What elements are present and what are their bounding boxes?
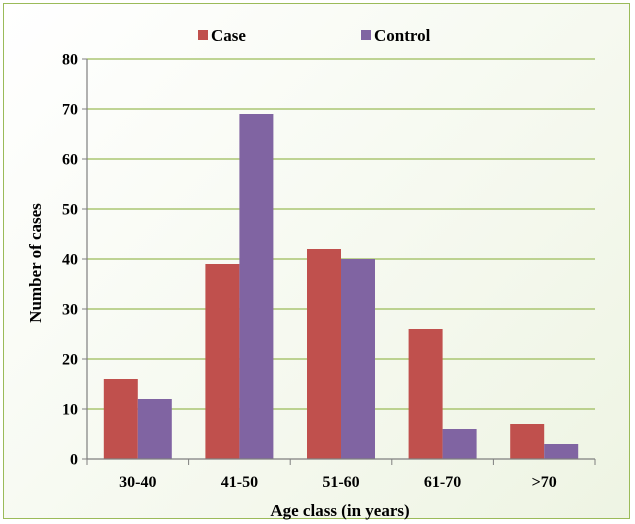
bar-case-4 [408, 329, 443, 459]
bar-control-2 [239, 114, 274, 459]
y-tick-label: 70 [62, 102, 78, 119]
tick-labels: 0 10 20 30 40 50 60 70 80 30-40 41-50 51-60 61-70 >70 [62, 52, 557, 492]
bar-control-3 [341, 259, 375, 459]
y-tick-label: 40 [62, 252, 78, 269]
y-tick-label: 50 [62, 202, 78, 219]
bars [103, 114, 579, 459]
x-tick-label: 30-40 [119, 474, 156, 491]
x-tick-label: 41-50 [221, 474, 258, 491]
bar-control-4 [442, 429, 477, 459]
bar-case-2 [205, 264, 240, 459]
y-tick-label: 20 [62, 352, 78, 369]
bar-control-1 [137, 399, 172, 459]
y-tick-label: 80 [62, 52, 78, 69]
bar-case-1 [103, 379, 138, 459]
y-tick-label: 30 [62, 302, 78, 319]
bar-case-3 [307, 249, 341, 459]
legend-swatch-case [198, 30, 208, 40]
x-axis-title: Age class (in years) [270, 501, 409, 520]
bar-case-5 [510, 424, 545, 459]
legend-swatch-control [361, 30, 371, 40]
y-tick-label: 0 [70, 452, 78, 469]
x-tick-label: 61-70 [424, 474, 461, 491]
legend: Case Control [198, 26, 431, 45]
legend-label-case: Case [211, 26, 246, 45]
y-tick-label: 10 [62, 402, 78, 419]
axes [82, 58, 596, 465]
x-tick-label: >70 [532, 474, 557, 491]
y-tick-label: 60 [62, 152, 78, 169]
y-axis-title: Number of cases [26, 203, 45, 323]
x-tick-label: 51-60 [322, 474, 359, 491]
bar-control-5 [544, 444, 579, 459]
legend-label-control: Control [374, 26, 431, 45]
